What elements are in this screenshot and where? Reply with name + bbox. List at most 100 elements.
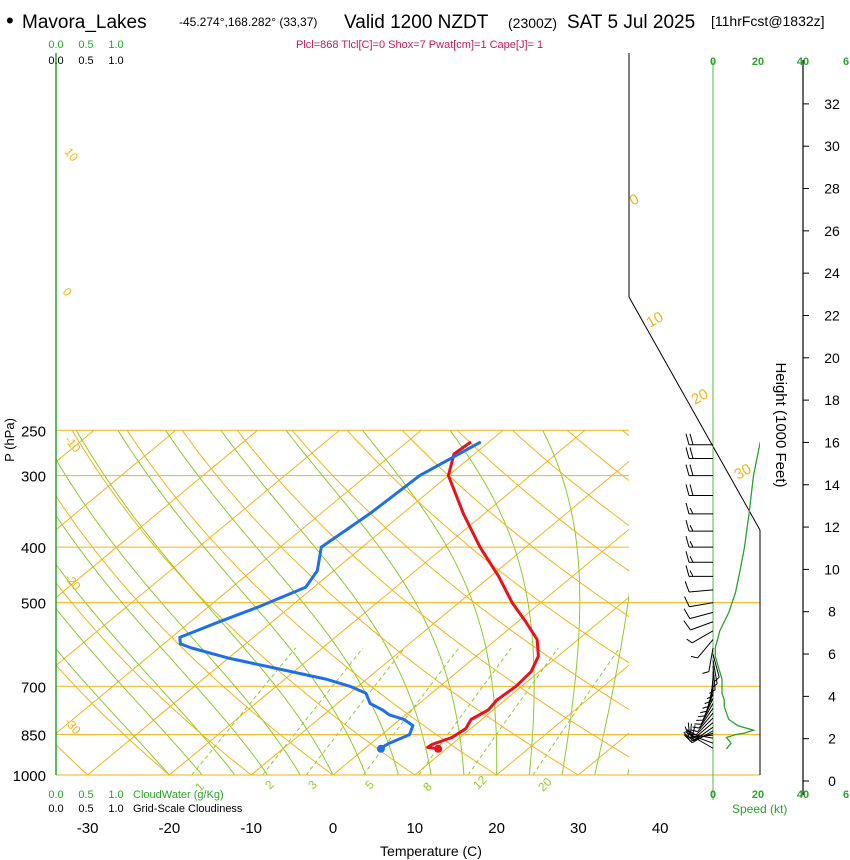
wind-barb-staff	[708, 647, 714, 672]
height-tick-label: 30	[824, 138, 840, 154]
wind-barb-flag	[685, 502, 690, 515]
speed-tick-extra: 6	[843, 789, 849, 801]
x-tick-label: 30	[570, 820, 587, 837]
x-tick-label: -10	[240, 820, 262, 837]
height-tick-label: 32	[824, 96, 840, 112]
wind-barb-staff	[700, 703, 714, 725]
wind-barb-flag	[686, 638, 693, 644]
dry-adiabats	[56, 429, 850, 775]
wind-barb-flag	[685, 551, 690, 563]
wind-barb	[684, 726, 714, 742]
dry-adiabat	[291, 429, 629, 711]
height-tick-label: 6	[828, 646, 836, 662]
wind-barb-flag	[689, 555, 694, 563]
moist-adiabat	[117, 430, 367, 775]
speed-tick-extra: 6	[843, 56, 849, 68]
isotherm-line	[0, 430, 12, 775]
moist-adiabat-label: 30	[732, 460, 755, 483]
cloudiness-tick: 1.0	[108, 55, 123, 67]
moist-adiabat	[56, 563, 236, 775]
wind-barb-flag	[700, 710, 707, 714]
speed-tick: 0	[710, 789, 716, 801]
speed-tick: 20	[752, 789, 764, 801]
valid-utc: (2300Z)	[508, 15, 557, 31]
x-tick-label: -30	[77, 820, 99, 837]
wind-barb-flag	[709, 689, 716, 694]
dry-adiabat	[401, 429, 629, 618]
wind-barb-flag	[685, 447, 690, 459]
wind-barb-flag	[685, 519, 690, 532]
wind-barb-staff	[689, 589, 714, 593]
height-axis-label: Height (1000 Feet)	[772, 362, 789, 487]
y-tick-labels: 250 300 400 500 700 850 1000	[13, 423, 46, 785]
dewpoint-line	[178, 440, 482, 750]
wind-barb-flag	[684, 733, 694, 742]
x-tick-label: 0	[329, 820, 337, 837]
dry-adiabat	[236, 429, 629, 758]
dry-adiabat	[56, 495, 334, 775]
wind-barb	[684, 581, 714, 593]
wind-barb	[685, 433, 713, 446]
sounding-params: Plcl=868 Tlcl[C]=0 Shox=7 Pwat[cm]=1 Cap…	[296, 39, 543, 51]
height-tick-label: 14	[824, 477, 840, 493]
wind-barb	[694, 703, 714, 725]
cloudwater-tick: 1.0	[108, 39, 123, 51]
height-tick-label: 2	[828, 731, 836, 747]
dry-adiabat-label: -10	[62, 433, 84, 456]
x-tick-label: 40	[652, 820, 669, 837]
cloudwater-tick: 0.0	[48, 39, 63, 51]
speed-tick: 40	[797, 789, 809, 801]
station-name: Mavora_Lakes	[22, 12, 147, 33]
moist-adiabat	[56, 514, 268, 775]
wind-barb-flag	[684, 596, 690, 608]
wind-barb-flag	[698, 715, 705, 718]
wind-barb-flag	[683, 608, 691, 619]
mixing-ratio-line	[191, 647, 297, 775]
height-tick-label: 22	[824, 307, 840, 323]
wind-barb	[683, 620, 714, 631]
mixing-ratio-line	[262, 647, 364, 775]
wind-barb	[685, 519, 713, 532]
wind-barb	[685, 565, 713, 577]
mixing-ratio-label: 20	[535, 775, 555, 795]
wind-barb-staff	[695, 717, 714, 736]
y-axis-label: P (hPa)	[2, 418, 17, 462]
sounding-profiles	[178, 440, 540, 753]
wind-speed-scale: 0 20 40 60 20 40 6	[710, 56, 849, 801]
station-bullet: •	[6, 8, 14, 33]
cloudiness-label: Grid-Scale Cloudiness	[133, 803, 243, 815]
height-tick-label: 18	[824, 392, 840, 408]
wind-barb	[684, 722, 714, 739]
wind-barb-flag	[684, 731, 695, 739]
cloudwater-tick-bottom: 0.5	[78, 789, 93, 801]
cloudiness-tick: 0.0	[48, 55, 63, 67]
speed-tick: 0	[710, 56, 716, 68]
wind-speed-profile	[714, 441, 760, 750]
cloudiness-tick-bottom: 1.0	[108, 803, 123, 815]
moist-adiabat-label: 10	[644, 308, 667, 331]
wind-barb-staff	[693, 726, 714, 742]
wind-barb-flag	[689, 464, 694, 476]
wind-barb	[696, 698, 714, 721]
dry-adiabat	[842, 430, 850, 775]
height-tick-label: 0	[828, 773, 836, 789]
dry-adiabat-label: 10	[62, 145, 82, 164]
wind-barb-flag	[684, 726, 690, 738]
moist-adiabat	[165, 430, 399, 775]
valid-date: SAT 5 Jul 2025	[567, 12, 695, 33]
wind-barb-staff	[697, 712, 714, 732]
wind-barb	[685, 536, 713, 548]
y-tick-label: 300	[21, 469, 46, 486]
cloudwater-label: CloudWater (g/Kg)	[133, 789, 224, 801]
wind-barb-flag	[689, 447, 694, 459]
mixing-ratio-label: 8	[420, 779, 435, 794]
cloud-scales: 0.0 0.5 1.0 0.0 0.5 1.0 0.0 0.5 1.0 0.0 0.5 1.0	[48, 39, 123, 815]
cloudiness-tick-bottom: 0.0	[48, 803, 63, 815]
cloudwater-tick: 0.5	[78, 39, 93, 51]
moist-adiabat-label: 20	[689, 385, 712, 408]
x-axis-label: Temperature (C)	[380, 843, 482, 859]
height-tick-label: 28	[824, 181, 840, 197]
isotherm-line	[56, 429, 258, 599]
height-tick-label: 20	[824, 350, 840, 366]
